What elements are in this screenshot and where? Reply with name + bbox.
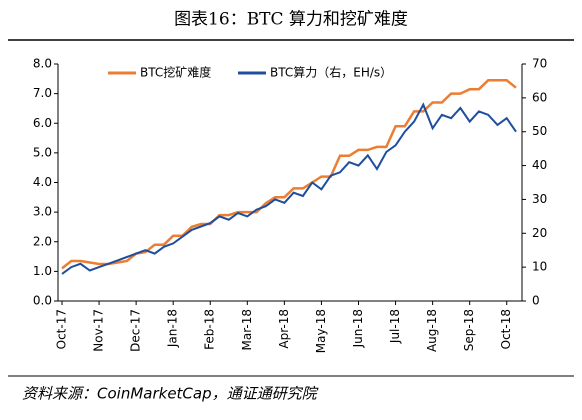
x-tick-label: Jun-18 [351, 309, 365, 348]
x-tick-label: Sep-18 [462, 309, 476, 351]
y2-tick-label: 50 [532, 124, 547, 138]
y-tick-label: 7.0 [33, 86, 52, 100]
source: 资料来源：CoinMarketCap，通证通研究院 [22, 385, 319, 403]
y-tick-label: 4.0 [33, 175, 52, 189]
x-tick-label: Jan-18 [166, 309, 180, 348]
y2-tick-label: 30 [532, 192, 547, 206]
x-tick-label: Mar-18 [240, 309, 254, 350]
y-tick-label: 5.0 [33, 145, 52, 159]
x-tick-label: Feb-18 [203, 309, 217, 350]
x-tick-label: Oct-18 [499, 309, 513, 349]
x-tick-label: Oct-17 [55, 309, 69, 349]
y2-tick-label: 10 [532, 260, 547, 274]
x-tick-label: Nov-17 [92, 309, 106, 352]
x-tick-label: Dec-17 [129, 309, 143, 352]
y-tick-label: 6.0 [33, 116, 52, 130]
y-tick-label: 8.0 [33, 57, 52, 71]
y2-tick-label: 70 [532, 57, 547, 71]
y2-tick-label: 0 [532, 294, 540, 308]
y-tick-label: 2.0 [33, 234, 52, 248]
x-tick-label: Aug-18 [425, 309, 439, 352]
y-tick-label: 1.0 [33, 264, 52, 278]
chart-title: 图表16：BTC 算力和挖矿难度 [174, 10, 408, 30]
x-tick-label: Apr-18 [277, 309, 291, 349]
x-tick-label: May-18 [314, 309, 328, 353]
y-tick-label: 3.0 [33, 205, 52, 219]
y-tick-label: 0.0 [33, 294, 52, 308]
y2-tick-label: 20 [532, 226, 547, 240]
series-line [61, 102, 517, 275]
series-line [61, 79, 517, 270]
legend-label: BTC挖矿难度 [140, 65, 211, 80]
y2-tick-label: 60 [532, 90, 547, 104]
legend-label: BTC算力（右，EH/s） [270, 65, 392, 80]
x-tick-label: Jul-18 [388, 309, 402, 344]
y2-tick-label: 40 [532, 158, 547, 172]
